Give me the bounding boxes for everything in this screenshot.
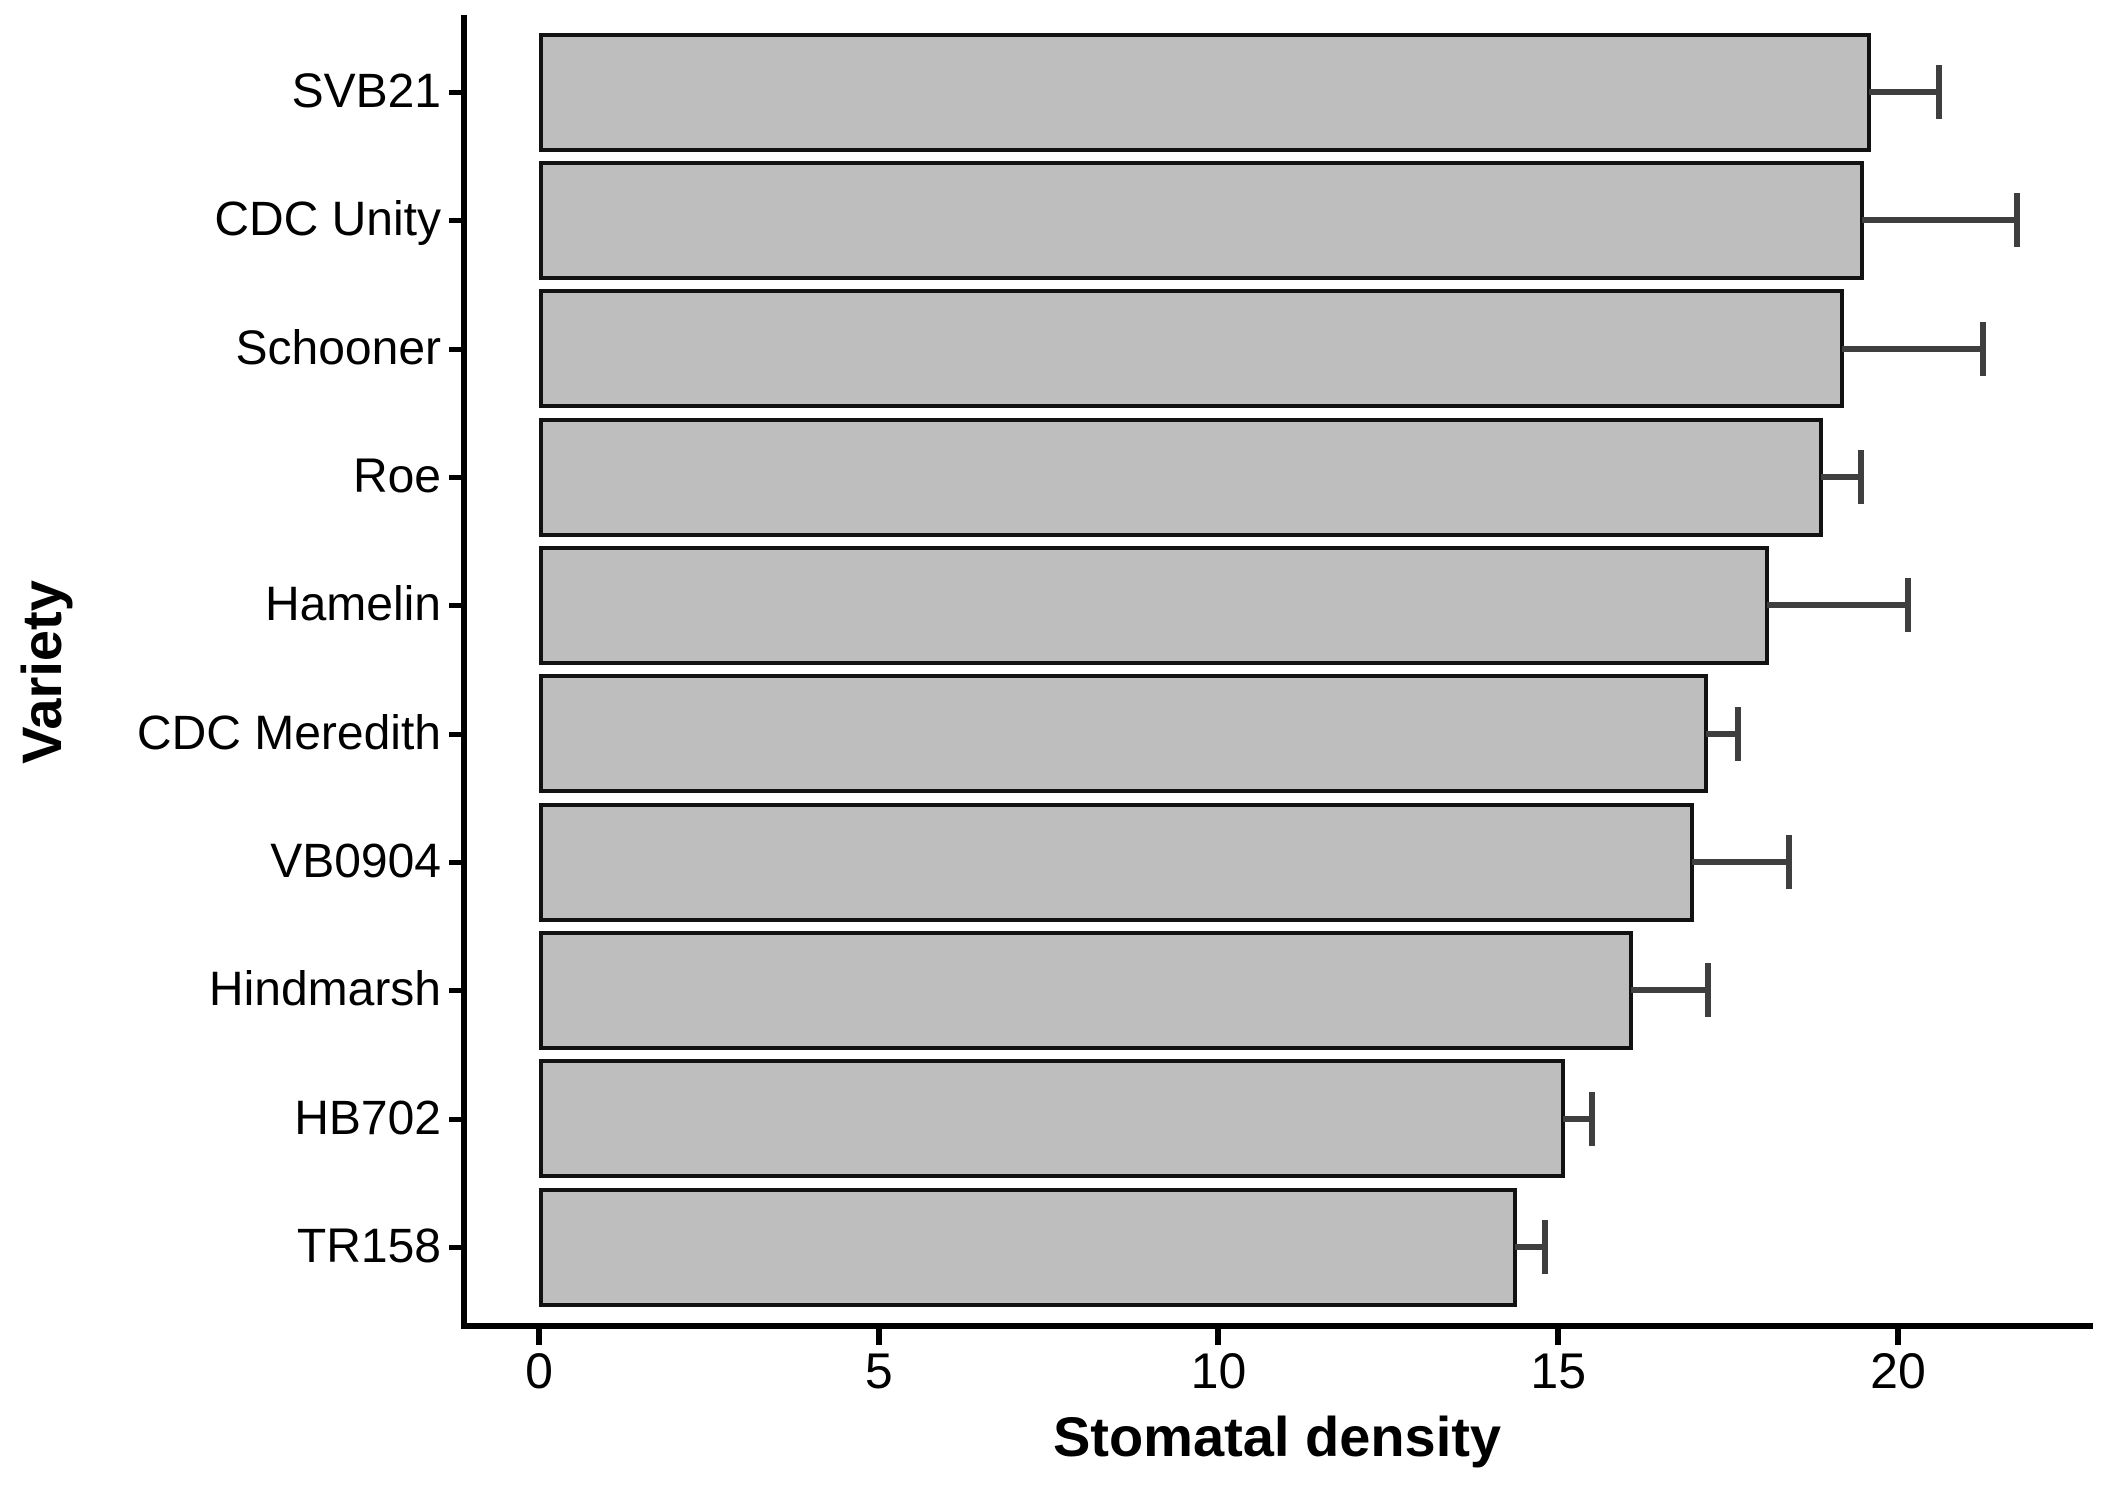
- bar-svb21: [539, 32, 1871, 152]
- y-category-label: SVB21: [291, 65, 441, 118]
- x-tick-mark: [1555, 1329, 1562, 1345]
- y-category-label: Roe: [352, 450, 441, 504]
- x-tick-label: 15: [1530, 1343, 1587, 1399]
- error-bar-cap: [1735, 706, 1742, 761]
- error-bar-cap: [1905, 578, 1912, 633]
- y-tick-mark: [449, 860, 462, 866]
- bar-roe: [539, 417, 1824, 537]
- error-bar-cap: [1786, 835, 1793, 890]
- y-axis-line: [461, 15, 467, 1329]
- y-tick-mark: [449, 988, 462, 994]
- y-category-label: CDC Meredith: [136, 706, 441, 760]
- error-bar-cap: [1857, 450, 1864, 505]
- x-tick-mark: [1215, 1329, 1222, 1345]
- x-axis-line: [461, 1323, 2093, 1329]
- error-bar-line: [1868, 89, 1939, 95]
- bar-hb702: [539, 1059, 1566, 1179]
- y-tick-mark: [449, 731, 462, 737]
- y-category-label: TR158: [296, 1220, 441, 1274]
- x-tick-label: 5: [864, 1343, 893, 1399]
- bar-hamelin: [539, 545, 1769, 665]
- y-tick-mark: [449, 90, 462, 95]
- x-tick-mark: [1894, 1329, 1901, 1345]
- error-bar-cap: [1541, 1220, 1548, 1275]
- y-tick-mark: [449, 475, 462, 481]
- error-bar-line: [1841, 345, 1983, 352]
- error-bar-line: [1630, 987, 1708, 994]
- x-tick-label: 20: [1870, 1343, 1926, 1399]
- error-bar-cap: [1589, 1091, 1596, 1146]
- y-tick-mark: [449, 218, 462, 224]
- x-tick-label: 0: [525, 1343, 553, 1399]
- bar-schooner: [539, 289, 1844, 409]
- bar-vb0904: [539, 802, 1695, 922]
- bar-cdc-unity: [539, 160, 1864, 280]
- bar-tr158: [539, 1187, 1518, 1307]
- x-tick-mark: [875, 1329, 882, 1345]
- error-bar-cap: [1979, 321, 1986, 376]
- x-tick-label: 10: [1190, 1343, 1247, 1399]
- error-bar-cap: [2013, 193, 2020, 248]
- error-bar-line: [1821, 474, 1861, 481]
- x-tick-mark: [536, 1329, 542, 1345]
- error-bar-cap: [1704, 963, 1711, 1018]
- y-category-label: Hindmarsh: [208, 963, 441, 1017]
- error-bar-line: [1692, 859, 1790, 866]
- y-tick-mark: [449, 1116, 462, 1122]
- error-bar-line: [1705, 730, 1739, 737]
- y-category-label: CDC Unity: [214, 193, 441, 247]
- error-bar-line: [1766, 602, 1909, 609]
- error-bar-cap: [1935, 65, 1942, 119]
- y-tick-mark: [449, 346, 462, 352]
- y-category-label: Schooner: [235, 321, 441, 375]
- error-bar-line: [1862, 217, 2017, 224]
- error-bar-line: [1515, 1244, 1545, 1251]
- error-bar-line: [1563, 1115, 1593, 1122]
- x-axis-title: Stomatal density: [1052, 1405, 1502, 1468]
- bar-cdc-meredith: [539, 674, 1708, 794]
- y-category-label: Hamelin: [264, 578, 441, 632]
- y-category-label: HB702: [294, 1091, 441, 1145]
- y-category-label: VB0904: [270, 835, 441, 889]
- y-tick-mark: [449, 1245, 462, 1251]
- y-tick-mark: [449, 603, 462, 609]
- bar-hindmarsh: [539, 930, 1633, 1050]
